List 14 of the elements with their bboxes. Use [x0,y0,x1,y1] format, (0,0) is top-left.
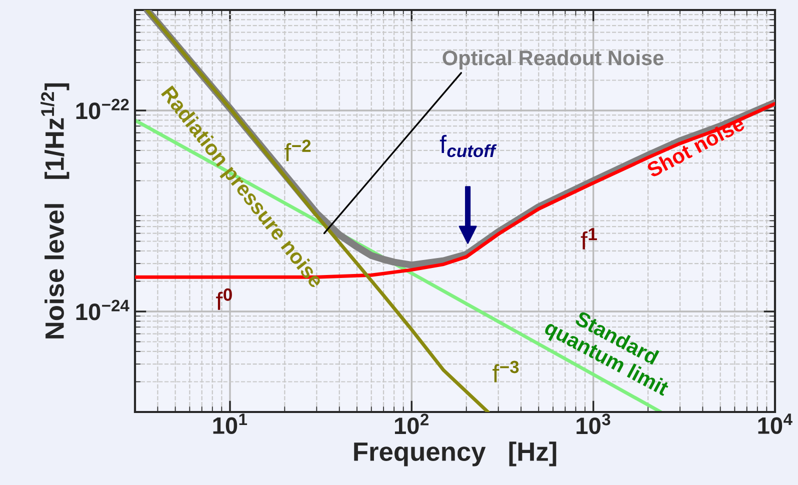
text: Optical Readout Noise [442,50,664,70]
x-tick-label: 10$^{2}$ [394,414,428,434]
y-tick-label: 10$^{−22}$ [76,98,129,120]
x-tick-label: 10$^{3}$ [576,414,610,434]
x-tick-label: 10$^{1}$ [213,414,248,434]
annotation: f$_{cutoff}$ [440,134,497,158]
x-axis-title: Frequency [Hz] [354,442,556,466]
annotation: f$^{1}$ [580,228,597,250]
y-axis-title: Noise level [1/Hz$^{1/2}$] [40,83,70,338]
x-tick-label: 10$^{4}$ [758,414,792,434]
y-tick-label: 10$^{−24}$ [76,300,130,320]
annotation: f$^{0}$ [216,288,232,310]
annotation: f$^{−2}$ [284,140,311,162]
annotation: f$^{−3}$ [492,360,519,382]
